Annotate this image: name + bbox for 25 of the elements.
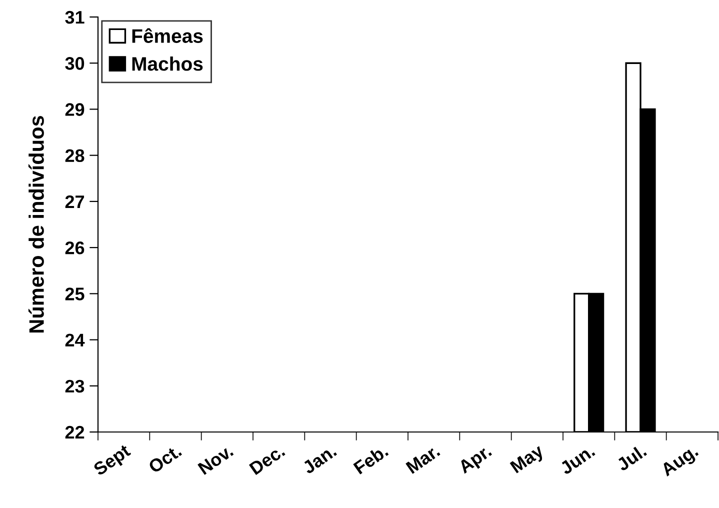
x-tick-label: Jul. bbox=[615, 444, 648, 472]
x-tick-label: Jun. bbox=[559, 444, 596, 476]
y-tick-label: 26 bbox=[65, 241, 84, 254]
x-tick-label: Jan. bbox=[302, 444, 338, 475]
x-tick-label: Aug. bbox=[660, 444, 701, 480]
x-tick-label: May bbox=[510, 444, 547, 476]
x-tick-label: Sept bbox=[92, 444, 134, 480]
legend-label: Fêmeas bbox=[132, 28, 203, 43]
x-tick-label: Oct. bbox=[148, 444, 182, 474]
x-tick-label: Mar. bbox=[406, 444, 440, 474]
y-tick-label: 28 bbox=[65, 149, 84, 162]
x-tick-label: Nov. bbox=[198, 444, 234, 475]
y-tick-label: 27 bbox=[65, 195, 84, 208]
y-tick-label: 23 bbox=[65, 380, 84, 393]
x-tick-label: Apr. bbox=[457, 444, 494, 477]
legend-label: Machos bbox=[132, 56, 203, 71]
y-tick-label: 29 bbox=[65, 103, 84, 116]
y-tick-label: 25 bbox=[65, 288, 84, 300]
x-tick-label: Dec. bbox=[248, 444, 286, 476]
y-tick-label: 24 bbox=[65, 334, 85, 346]
y-tick-label: 22 bbox=[65, 426, 84, 439]
y-tick-label: 31 bbox=[65, 10, 84, 24]
y-axis-title: Número de indivíduos bbox=[28, 116, 44, 332]
x-tick-label: Feb. bbox=[352, 444, 389, 475]
y-tick-label: 30 bbox=[65, 57, 84, 70]
